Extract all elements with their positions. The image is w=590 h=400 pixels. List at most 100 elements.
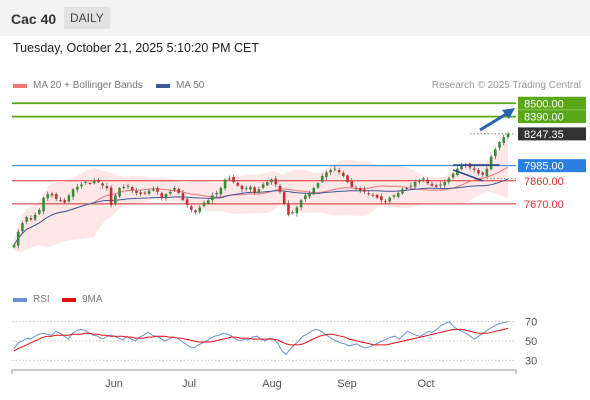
candle-body: [388, 197, 392, 202]
candle-body: [63, 200, 66, 203]
candle-body: [147, 190, 151, 194]
pattern-bottom-line: [452, 169, 483, 182]
candle-body: [139, 192, 142, 195]
candle-body: [88, 182, 92, 184]
legend-rsi-ma: 9MA: [62, 294, 103, 305]
ma50-line: [13, 178, 509, 246]
candle-body: [426, 179, 430, 184]
header-bar: Cac 40 DAILY: [0, 0, 590, 36]
candle-body: [422, 178, 425, 180]
legend-rsi-ma-label: 9MA: [82, 294, 103, 305]
candle-body: [342, 172, 345, 176]
legend-rsi: RSI: [13, 294, 50, 305]
candle-body: [481, 172, 484, 175]
candle-body: [206, 200, 210, 204]
candle-body: [350, 180, 354, 187]
candle-body: [506, 133, 510, 138]
candle-body: [29, 218, 33, 220]
candle-body: [12, 245, 16, 248]
candle-body: [59, 199, 62, 201]
rsi-swatch: [13, 297, 27, 302]
candle-body: [135, 190, 138, 193]
candle-body: [50, 193, 54, 196]
candle-body: [333, 168, 337, 170]
instrument-title: Cac 40: [11, 11, 57, 27]
candle-body: [42, 197, 45, 212]
candle-body: [477, 169, 480, 174]
candle-body: [122, 186, 126, 189]
candle-body: [181, 192, 185, 201]
candle-body: [489, 156, 493, 170]
x-tick-label: Oct: [417, 378, 434, 390]
candle-body: [498, 142, 501, 148]
candle-body: [354, 187, 358, 189]
candle-body: [185, 199, 189, 206]
candle-body: [240, 185, 244, 190]
candle-body: [177, 189, 180, 193]
candle-body: [109, 187, 113, 206]
x-tick-label: Aug: [262, 378, 282, 390]
legend-ma20-label: MA 20 + Bollinger Bands: [33, 80, 143, 91]
candle-body: [502, 137, 506, 144]
legend-ma50-label: MA 50: [176, 80, 205, 91]
x-tick-label: Jun: [105, 378, 123, 390]
candle-body: [375, 194, 379, 198]
level-label-1: 8390.00: [524, 112, 564, 124]
candle-body: [346, 175, 349, 183]
x-tick-label: Sep: [337, 378, 357, 390]
ma20-line: [13, 166, 509, 246]
ma20-swatch: [13, 83, 27, 88]
candle-body: [84, 182, 88, 184]
x-tick-label: Jul: [182, 378, 196, 390]
candle-body: [430, 183, 434, 186]
candle-body: [291, 212, 294, 214]
candle-body: [190, 206, 193, 210]
candle-body: [485, 168, 489, 177]
candle-body: [130, 187, 134, 191]
candle-body: [253, 187, 256, 193]
candle-body: [418, 180, 421, 183]
level-label-4: 7860.00: [524, 176, 564, 188]
candle-body: [156, 188, 159, 192]
candle-body: [236, 182, 240, 186]
candle-body: [198, 207, 202, 212]
level-label-bg-0: [518, 96, 586, 110]
rsi-ma-line: [13, 327, 509, 352]
level-label-2: 8247.35: [524, 129, 564, 141]
candle-body: [211, 195, 214, 201]
candle-body: [228, 178, 231, 180]
candle-body: [25, 217, 28, 222]
candle-body: [363, 189, 366, 192]
candle-body: [451, 173, 455, 178]
candle-body: [409, 185, 413, 187]
rsi-ma-swatch: [62, 297, 76, 302]
candle-body: [308, 192, 311, 197]
candle-body: [76, 186, 79, 190]
candle-body: [320, 175, 324, 182]
candle-body: [126, 185, 130, 187]
rsi-level-label-0: 70: [525, 317, 537, 329]
candle-body: [202, 202, 206, 207]
candle-body: [380, 196, 383, 201]
candle-body: [384, 201, 387, 203]
candle-body: [105, 186, 109, 189]
candle-body: [337, 170, 341, 173]
candle-body: [282, 192, 286, 204]
candle-body: [160, 193, 164, 198]
level-label-bg-3: [518, 159, 586, 173]
candle-body: [71, 189, 75, 197]
level-label-0: 8500.00: [524, 98, 564, 110]
candle-body: [266, 182, 269, 186]
candle-body: [249, 186, 252, 190]
candle-body: [413, 182, 417, 187]
candle-body: [80, 184, 83, 187]
timeframe-button[interactable]: DAILY: [64, 7, 110, 29]
candle-body: [312, 188, 316, 194]
candle-body: [401, 189, 404, 194]
candle-body: [316, 183, 320, 188]
candle-body: [405, 188, 408, 190]
legend-ma50: MA 50: [156, 80, 204, 91]
candle-body: [371, 194, 375, 196]
candle-body: [114, 195, 117, 204]
